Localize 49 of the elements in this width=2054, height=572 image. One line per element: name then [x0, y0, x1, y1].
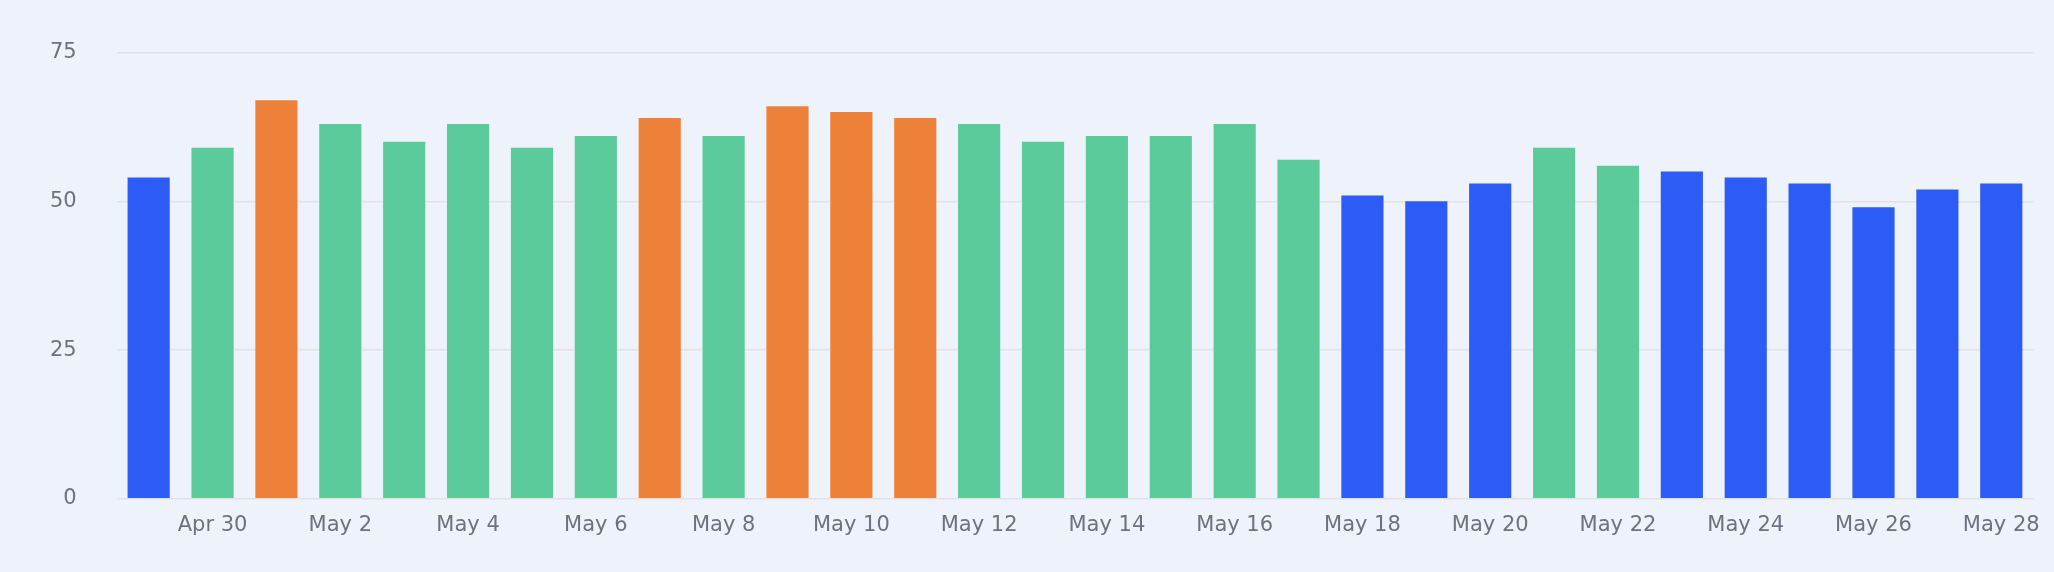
x-tick-label: May 8 [691, 511, 756, 536]
x-tick-label: May 6 [564, 511, 628, 536]
bar [1405, 201, 1448, 499]
bar [383, 141, 426, 499]
y-tick-label: 0 [63, 485, 77, 510]
bar [127, 177, 170, 499]
bar [894, 118, 937, 499]
bar [1980, 183, 2023, 499]
x-tick-label: Apr 30 [177, 511, 248, 536]
bar [1788, 183, 1831, 499]
x-tick-label: May 10 [812, 511, 890, 536]
x-tick-label: May 22 [1579, 511, 1657, 536]
x-tick-label: May 16 [1196, 511, 1274, 536]
bar [1021, 141, 1065, 499]
bar [1149, 135, 1192, 499]
bar [766, 106, 809, 499]
bar [958, 123, 1001, 499]
y-tick-label: 50 [49, 187, 77, 212]
bar [574, 135, 617, 499]
bar [1660, 171, 1703, 499]
bar [1341, 195, 1384, 499]
x-tick-label: May 28 [1962, 511, 2040, 536]
bar [191, 147, 234, 499]
y-tick-label: 25 [49, 336, 77, 361]
bar [447, 123, 490, 499]
bar [1213, 123, 1256, 499]
bar [830, 112, 873, 499]
bar [1852, 207, 1895, 499]
bar [1596, 165, 1640, 499]
bar [1724, 177, 1767, 499]
bar [1533, 147, 1576, 499]
bar [255, 100, 298, 499]
bar [638, 118, 681, 499]
bar [1277, 159, 1320, 499]
x-tick-label: May 12 [940, 511, 1018, 536]
x-tick-label: May 4 [436, 511, 500, 536]
bar [1085, 135, 1128, 499]
bar [510, 147, 554, 499]
bar [319, 123, 362, 499]
bar [1469, 183, 1512, 499]
x-tick-label: May 2 [308, 511, 373, 536]
x-tick-label: May 24 [1707, 511, 1785, 536]
bar [1916, 189, 1959, 499]
x-tick-label: May 20 [1451, 511, 1529, 536]
x-tick-label: May 18 [1324, 511, 1401, 536]
x-tick-label: May 26 [1835, 511, 1912, 536]
x-tick-label: May 14 [1068, 511, 1146, 536]
bar [702, 135, 745, 499]
y-tick-label: 75 [49, 39, 77, 64]
